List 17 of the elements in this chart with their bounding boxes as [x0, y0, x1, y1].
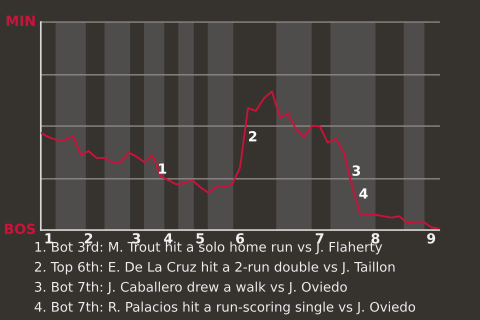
x-tick-label: 8	[371, 233, 380, 244]
x-tick-label: 7	[316, 233, 324, 244]
annotation: 4	[359, 188, 368, 199]
annotation: 1	[159, 163, 166, 174]
text: 2. Top 6th: E. De La Cruz hit a 2-run double vs J. Taillon	[34, 262, 395, 274]
annotation: 2	[249, 131, 256, 142]
x-tick-label: 4	[164, 233, 172, 244]
x-tick-label: 1	[46, 233, 53, 244]
x-tick-label: 2	[84, 233, 92, 244]
x-tick-label: 6	[236, 233, 244, 244]
text: MIN	[6, 16, 35, 26]
text: BOS	[4, 224, 36, 234]
text: 3. Bot 7th: J. Caballero drew a walk vs J. Oviedo	[35, 282, 347, 294]
x-tick-label: 5	[196, 233, 204, 244]
text: 4. Bot 7th: R. Palacios hit a run-scoring single vs J. Oviedo	[34, 302, 416, 314]
annotation: 3	[352, 165, 360, 176]
x-tick-label: 9	[427, 233, 436, 244]
